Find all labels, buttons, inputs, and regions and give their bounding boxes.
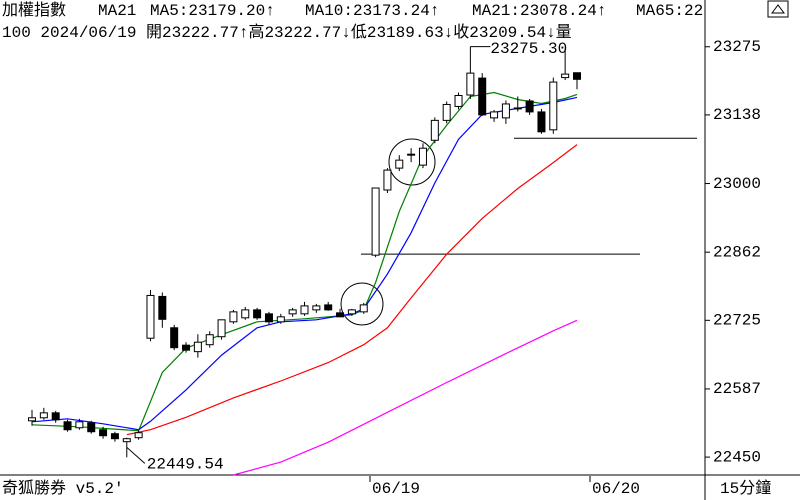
chart-title: 加權指數 [2, 1, 66, 20]
candle-body [407, 153, 416, 156]
candle-body [205, 334, 214, 346]
candle-body [513, 107, 522, 110]
candle-body [87, 422, 96, 433]
highlight-circle [388, 138, 436, 186]
annotation-leader [126, 446, 146, 464]
candle-body [454, 94, 463, 107]
candle-body [359, 304, 368, 313]
candle-body [561, 73, 570, 79]
ma-line [233, 319, 578, 476]
candle-body [99, 429, 108, 437]
candle-body [182, 344, 191, 351]
candle-body [241, 309, 250, 319]
legend-entry: MA21:23078.24↑ [472, 2, 606, 20]
x-tick-label: 06/19 [372, 480, 420, 498]
candle-body [276, 316, 285, 323]
candle-body [264, 313, 273, 323]
legend-entry: MA65:22 [636, 2, 703, 20]
candle-body [134, 432, 143, 439]
candle-body [573, 72, 581, 80]
candle-body [336, 312, 345, 318]
candle-body [253, 309, 262, 319]
y-tick-label: 23275 [713, 38, 761, 56]
candle-body [217, 319, 226, 338]
candle-body [347, 309, 356, 315]
candle-body [193, 341, 202, 353]
highlight-circle [340, 282, 384, 326]
candle-body [490, 111, 499, 119]
candle-body [383, 169, 392, 191]
info-line: 100 2024/06/19 開23222.77↑高23222.77↓低2318… [2, 23, 572, 42]
footer-right: 15分鐘 [720, 479, 771, 498]
candle-body [442, 103, 451, 121]
y-tick-label: 23138 [713, 106, 761, 124]
annotation-label: 23275.30 [490, 40, 567, 58]
candle-body [229, 311, 238, 323]
candle-body [63, 421, 72, 431]
y-tick-label: 22587 [713, 380, 761, 398]
candle-body [288, 309, 297, 315]
candle-body [371, 187, 380, 256]
candle-body [39, 412, 48, 419]
candle-body [324, 304, 333, 311]
window-button-icon [771, 4, 785, 14]
candle-body [75, 421, 84, 429]
candle-body [312, 305, 321, 311]
indicator-label: MA21 [98, 2, 136, 20]
candle-body [466, 72, 475, 96]
legend-entry: MA5:23179.20↑ [150, 2, 275, 20]
y-tick-label: 23000 [713, 175, 761, 193]
x-tick-label: 06/20 [592, 480, 640, 498]
candle-body [28, 417, 36, 422]
y-tick-label: 22862 [713, 243, 761, 261]
candle-body [525, 100, 534, 113]
candle-body [51, 412, 60, 421]
candle-body [110, 433, 119, 440]
y-tick-label: 22725 [713, 312, 761, 330]
candle-body [501, 103, 510, 119]
candle-body [158, 295, 167, 320]
candle-body [146, 294, 155, 339]
candle-body [170, 327, 179, 349]
annotation-label: 22449.54 [147, 456, 224, 474]
candle-body [300, 305, 309, 315]
ma-line [126, 144, 578, 436]
window-button[interactable] [767, 0, 789, 18]
candle-body [122, 438, 131, 443]
footer-left: 奇狐勝券 v5.2' [2, 479, 124, 498]
ma-line [31, 91, 578, 432]
candle-body [430, 119, 439, 141]
candle-body [549, 81, 558, 131]
candle-body [537, 111, 546, 133]
y-tick-label: 22450 [713, 448, 761, 466]
legend-entry: MA10:23173.24↑ [305, 2, 439, 20]
candle-body [395, 159, 404, 169]
candle-body [418, 147, 427, 166]
candle-body [478, 77, 487, 116]
